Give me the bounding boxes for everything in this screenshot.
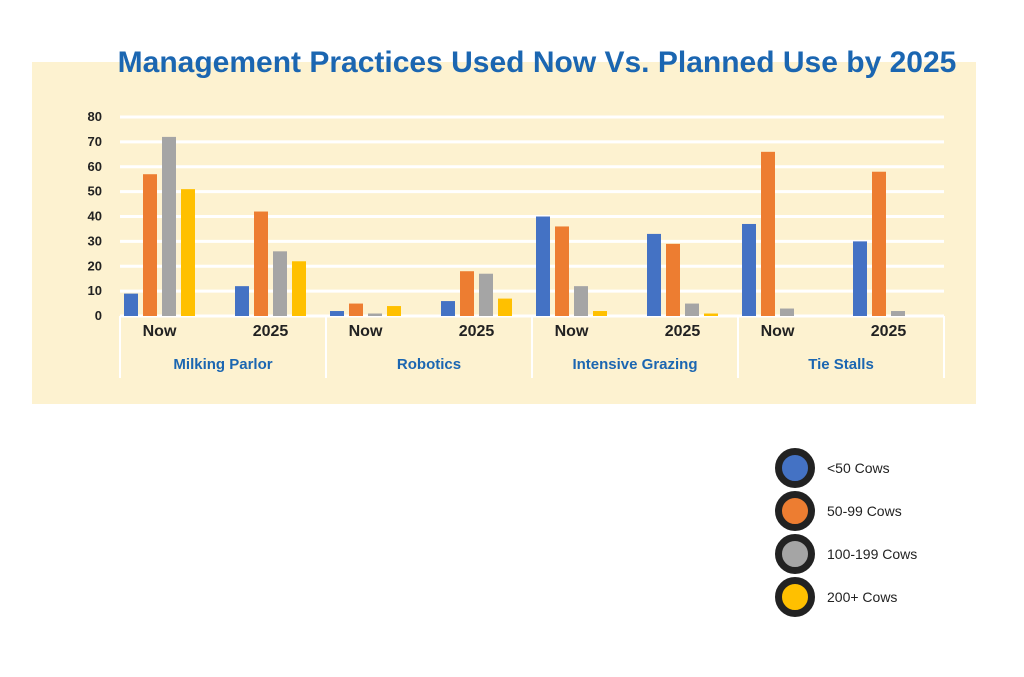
x-tick-label: Now <box>143 323 177 340</box>
y-tick-label: 30 <box>88 233 102 248</box>
chart-title: Management Practices Used Now Vs. Planne… <box>118 46 957 79</box>
bar <box>593 311 607 316</box>
group-label: Milking Parlor <box>173 356 272 373</box>
bar <box>891 311 905 316</box>
legend-swatch <box>775 576 815 617</box>
bar <box>460 271 474 316</box>
bar <box>555 226 569 316</box>
bar <box>273 251 287 316</box>
bars <box>124 136 905 316</box>
bar <box>536 216 550 316</box>
y-tick-label: 70 <box>88 134 102 149</box>
bar <box>349 303 363 316</box>
bar <box>292 261 306 316</box>
bar <box>704 313 718 316</box>
x-tick-label: Now <box>761 323 795 340</box>
y-tick-label: 20 <box>88 258 102 273</box>
bar <box>685 303 699 316</box>
y-tick-label: 0 <box>95 308 102 323</box>
bar <box>742 223 756 316</box>
bar <box>872 171 886 316</box>
y-tick-label: 50 <box>88 184 102 199</box>
bar <box>124 293 138 316</box>
legend-label: 100-199 Cows <box>827 545 918 562</box>
bar <box>498 298 512 316</box>
bar <box>780 308 794 316</box>
group-label: Tie Stalls <box>808 356 874 373</box>
y-tick-label: 80 <box>88 109 102 124</box>
x-axis: Now 2025 Milking Parlor Now 2025 Robotics Now 2… <box>119 316 945 378</box>
bar <box>368 313 382 316</box>
group-label: Intensive Grazing <box>572 356 697 373</box>
x-tick-label: 2025 <box>459 323 495 340</box>
legend-item: 200+ Cows <box>775 575 917 618</box>
bar <box>574 286 588 316</box>
x-tick-label: Now <box>349 323 383 340</box>
bar <box>479 273 493 316</box>
bar <box>235 286 249 316</box>
bar <box>181 189 195 316</box>
legend-item: 100-199 Cows <box>775 532 917 575</box>
y-tick-label: 60 <box>88 159 102 174</box>
x-tick-label: 2025 <box>253 323 289 340</box>
bar <box>254 211 268 316</box>
bar <box>330 311 344 316</box>
y-tick-label: 10 <box>88 283 102 298</box>
y-axis: 0 10 20 30 40 50 60 70 80 <box>88 109 102 323</box>
bar <box>441 301 455 316</box>
legend-swatch <box>775 490 815 531</box>
x-tick-label: 2025 <box>665 323 701 340</box>
group-label: Robotics <box>397 356 461 373</box>
bar <box>666 243 680 316</box>
bar <box>387 306 401 316</box>
legend-item: <50 Cows <box>775 446 917 489</box>
x-tick-label: 2025 <box>871 323 907 340</box>
legend-swatch <box>775 447 815 488</box>
legend-label: <50 Cows <box>827 459 890 476</box>
bar <box>853 241 867 316</box>
legend-item: 50-99 Cows <box>775 489 917 532</box>
bar <box>143 174 157 316</box>
legend-swatch <box>775 533 815 574</box>
legend-label: 50-99 Cows <box>827 502 902 519</box>
bar <box>761 151 775 316</box>
legend-label: 200+ Cows <box>827 588 898 605</box>
x-tick-label: Now <box>555 323 589 340</box>
y-tick-label: 40 <box>88 209 102 224</box>
bar <box>162 136 176 316</box>
legend: <50 Cows 50-99 Cows 100-199 Cows 200+ Co… <box>775 446 917 618</box>
bar <box>647 233 661 316</box>
